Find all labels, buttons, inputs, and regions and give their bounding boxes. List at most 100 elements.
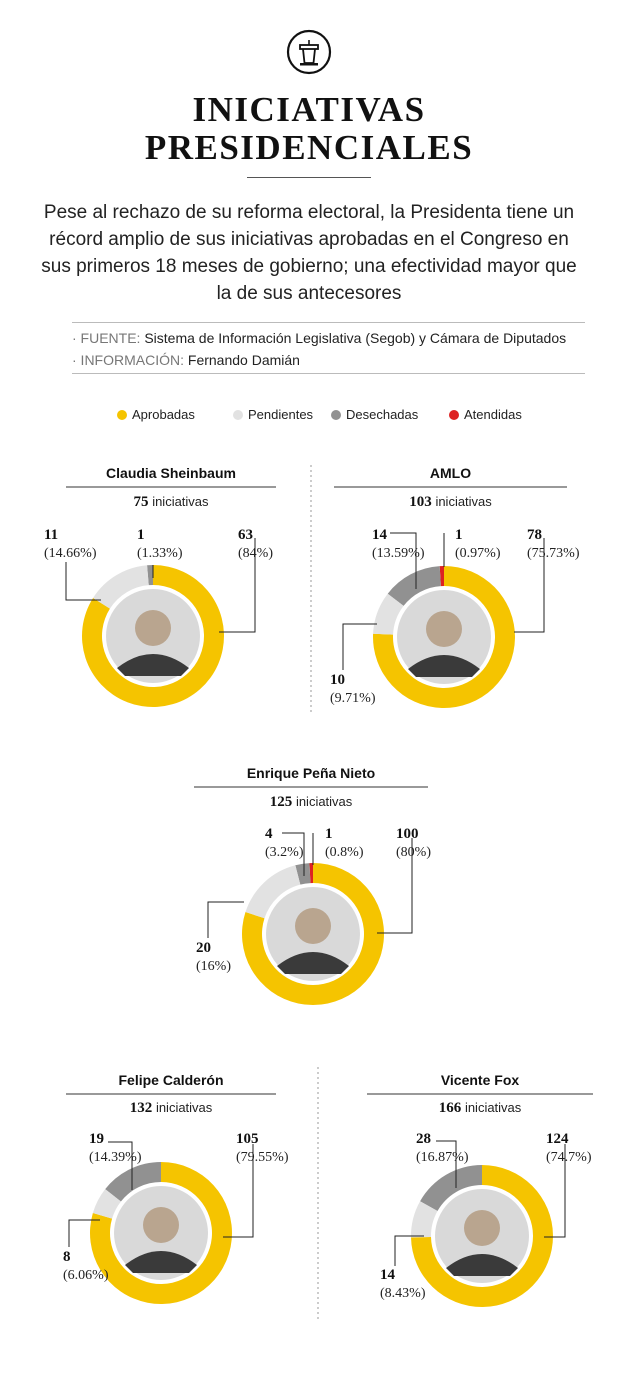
source-value: Sistema de Información Legislativa (Sego… <box>144 330 567 346</box>
data-label-pendientes: 11 (14.66%) <box>44 527 101 601</box>
chart-title: Enrique Peña Nieto <box>247 765 375 781</box>
label-percent: (16.87%) <box>416 1150 469 1165</box>
label-value: 20 <box>196 940 211 956</box>
legend-item-pendientes: Pendientes <box>233 407 313 423</box>
leader-line <box>108 1141 133 1190</box>
data-label-desechadas: 14 (13.59%) <box>372 527 425 589</box>
label-value: 78 <box>527 527 542 543</box>
label-value: 63 <box>238 527 253 543</box>
source-key: · FUENTE: <box>72 330 141 346</box>
label-value: 10 <box>330 672 345 688</box>
page-title-line-1: INICIATIVAS <box>192 90 426 129</box>
total-unit: iniciativas <box>296 794 353 809</box>
total-count: 103 iniciativas <box>409 494 492 510</box>
data-label-desechadas: 1 (1.33%) <box>137 527 183 578</box>
leader-line <box>223 1144 254 1238</box>
chart-title: Claudia Sheinbaum <box>106 465 236 481</box>
label-percent: (16%) <box>196 959 231 974</box>
slice-desechadas <box>105 1162 161 1202</box>
data-label-atendidas: 1 (0.8%) <box>312 826 364 865</box>
leader-line <box>65 562 101 601</box>
slice-desechadas <box>387 566 441 606</box>
data-label-desechadas: 28 (16.87%) <box>416 1131 469 1188</box>
chart-title: Vicente Fox <box>441 1072 520 1088</box>
label-percent: (9.71%) <box>330 691 376 706</box>
chart-vicente-fox: Vicente Fox 166 iniciativas 124 (74.7%) 14 (8… <box>367 1072 593 1307</box>
total-unit: iniciativas <box>435 494 492 509</box>
total-value: 166 <box>439 1100 465 1116</box>
slice-desechadas <box>420 1165 482 1212</box>
label-percent: (75.73%) <box>527 546 580 561</box>
info-value: Fernando Damián <box>187 352 300 368</box>
label-value: 1 <box>137 527 145 543</box>
leader-line <box>207 901 244 938</box>
label-value: 1 <box>455 527 463 543</box>
data-label-desechadas: 4 (3.2%) <box>265 826 305 876</box>
label-percent: (3.2%) <box>265 845 304 860</box>
legend-dot <box>331 410 341 420</box>
legend-label: Atendidas <box>464 407 522 422</box>
portrait-amlo <box>397 590 491 684</box>
data-label-atendidas: 1 (0.97%) <box>443 527 501 567</box>
label-percent: (6.06%) <box>63 1268 109 1283</box>
total-unit: iniciativas <box>152 494 209 509</box>
slice-pendientes <box>93 565 149 609</box>
slice-pendientes <box>373 593 404 635</box>
total-count: 132 iniciativas <box>130 1100 213 1116</box>
portrait-felipe-calderon <box>114 1186 208 1280</box>
label-value: 100 <box>396 826 419 842</box>
total-value: 75 <box>133 494 152 510</box>
label-percent: (1.33%) <box>137 546 183 561</box>
total-count: 75 iniciativas <box>133 494 209 510</box>
label-value: 8 <box>63 1249 71 1265</box>
label-value: 14 <box>380 1267 396 1283</box>
legend-label: Pendientes <box>248 407 314 422</box>
label-percent: (79.55%) <box>236 1150 289 1165</box>
legend-item-atendidas: Atendidas <box>449 407 522 423</box>
source-box: · FUENTE: Sistema de Información Legisla… <box>72 322 585 374</box>
legend-label: Desechadas <box>346 407 419 422</box>
chart-felipe-calderon: Felipe Calderón 132 iniciativas 105 (79.55%… <box>63 1072 289 1304</box>
data-label-aprobadas: 105 (79.55%) <box>223 1131 289 1238</box>
label-percent: (0.8%) <box>325 845 364 860</box>
page-title-line-2: PRESIDENCIALES <box>144 128 474 167</box>
label-percent: (13.59%) <box>372 546 425 561</box>
chart-amlo: AMLO 103 iniciativas 78 (75.73%) 10 (9.71%) 14… <box>330 465 580 708</box>
label-percent: (14.66%) <box>44 546 97 561</box>
leader-line <box>219 538 256 633</box>
data-label-aprobadas: 78 (75.73%) <box>514 527 580 633</box>
label-value: 28 <box>416 1131 431 1147</box>
legend-label: Aprobadas <box>132 407 195 422</box>
legend-dot <box>117 410 127 420</box>
total-count: 125 iniciativas <box>270 794 353 810</box>
label-percent: (0.97%) <box>455 546 501 561</box>
label-percent: (80%) <box>396 845 431 860</box>
leader-line <box>436 1140 457 1188</box>
podium-icon <box>286 29 332 75</box>
label-percent: (74.7%) <box>546 1150 592 1165</box>
chart-title: Felipe Calderón <box>118 1072 223 1088</box>
leader-line <box>342 623 377 670</box>
chart-enrique-pena-nieto: Enrique Peña Nieto 125 iniciativas 100 (80%… <box>194 765 431 1005</box>
subtitle: Pese al rechazo de su reforma electoral,… <box>41 202 577 304</box>
slice-desechadas <box>147 565 153 586</box>
data-label-pendientes: 14 (8.43%) <box>380 1235 426 1301</box>
total-count: 166 iniciativas <box>439 1100 522 1116</box>
total-value: 103 <box>409 494 435 510</box>
label-percent: (14.39%) <box>89 1150 142 1165</box>
data-label-pendientes: 10 (9.71%) <box>330 623 377 706</box>
label-value: 124 <box>546 1131 569 1147</box>
info-key: · INFORMACIÓN: <box>72 352 184 368</box>
label-percent: (84%) <box>238 546 273 561</box>
slice-atendidas <box>309 863 313 884</box>
source-line: · FUENTE: Sistema de Información Legisla… <box>72 329 566 347</box>
info-line: · INFORMACIÓN: Fernando Damián <box>72 351 300 369</box>
total-value: 132 <box>130 1100 156 1116</box>
data-label-aprobadas: 124 (74.7%) <box>544 1131 592 1238</box>
data-label-aprobadas: 100 (80%) <box>377 826 431 934</box>
label-value: 11 <box>44 527 58 543</box>
leader-line <box>282 832 305 876</box>
title-divider <box>247 177 371 178</box>
slice-pendientes <box>245 865 301 919</box>
